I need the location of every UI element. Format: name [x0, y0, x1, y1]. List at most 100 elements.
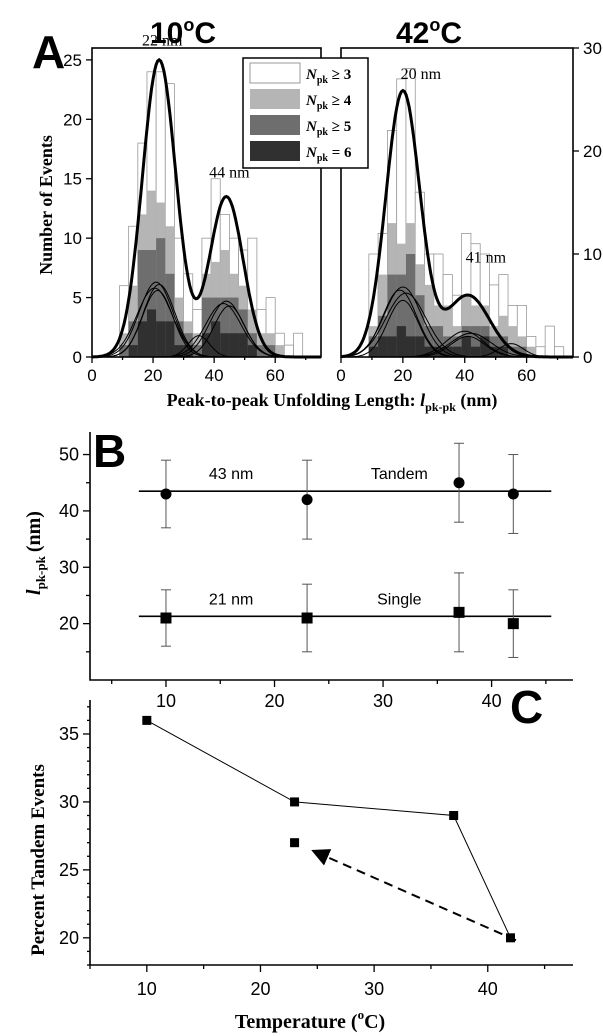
legend-label: Npk ≥ 3	[305, 67, 351, 86]
x-tick-label: 0	[336, 366, 345, 385]
y-tick-label: 25	[59, 860, 79, 880]
histogram-bar	[368, 346, 379, 357]
histogram-bar	[498, 346, 509, 357]
x-tick-label: 20	[265, 691, 285, 711]
peak-label: 41 nm	[466, 250, 507, 267]
panel-a-left-histogram: 22 nm 44 nm 0 20 40 60 0 5 10 15 20 25	[63, 33, 322, 385]
panel-a-left-title: 10oC	[150, 15, 216, 50]
panel-c-xlabel: Temperature (oC)	[235, 1007, 385, 1033]
histogram-bar	[405, 254, 416, 357]
legend-label: Npk ≥ 5	[305, 119, 351, 138]
y-tick-label: 5	[73, 289, 82, 308]
histogram-bar	[554, 346, 565, 358]
panel-b-axes	[89, 432, 573, 681]
fit-label: 21 nm	[209, 591, 253, 608]
data-point	[449, 811, 459, 821]
data-point	[160, 488, 172, 500]
histogram-bar	[396, 326, 406, 357]
panel-c-ylabel: Percent Tandem Events	[28, 764, 49, 956]
x-tick-label: 30	[373, 691, 393, 711]
y-tick-label: 0	[73, 348, 82, 367]
histogram-bar	[433, 326, 444, 357]
histogram-bar	[165, 321, 175, 357]
peak-label: 22 nm	[142, 33, 183, 50]
x-tick-label: 20	[250, 979, 270, 999]
peak-label: 20 nm	[401, 66, 442, 83]
histogram-bar	[470, 346, 481, 357]
y-tick-label: 10	[583, 245, 602, 264]
y-tick-label: 25	[63, 51, 82, 70]
y-tick-label: 40	[59, 501, 79, 521]
histogram-bar	[156, 321, 166, 357]
y-tick-label: 30	[59, 557, 79, 577]
x-tick-label: 20	[144, 366, 163, 385]
histogram-bar	[137, 321, 147, 357]
y-tick-label: 20	[59, 928, 79, 948]
histogram-bar	[415, 336, 425, 357]
legend-label: Npk ≥ 4	[305, 93, 352, 112]
plot-frame	[340, 47, 574, 358]
histogram-bar	[174, 345, 184, 357]
y-tick-label: 30	[583, 39, 602, 58]
histogram-bar	[229, 333, 239, 357]
data-point	[301, 612, 313, 624]
histogram-bar	[452, 346, 462, 357]
histogram-bar	[387, 336, 397, 357]
histogram-bar	[424, 346, 434, 357]
histogram-bar	[275, 345, 285, 357]
panel-b-letter: B	[93, 425, 126, 477]
histogram-bar	[128, 345, 138, 357]
histogram-bar	[201, 333, 212, 357]
histogram-bar	[174, 321, 184, 357]
histogram-bar	[461, 336, 471, 357]
histogram-bar	[146, 309, 157, 357]
panel-a-letter: A	[32, 26, 65, 78]
y-tick-label: 20	[59, 614, 79, 634]
y-tick-label: 15	[63, 170, 82, 189]
legend-swatch	[250, 141, 300, 161]
histogram-bar	[247, 345, 257, 357]
y-tick-label: 35	[59, 724, 79, 744]
histogram-bar	[396, 274, 406, 357]
histogram-bar	[156, 238, 166, 357]
legend-swatch	[250, 115, 300, 135]
histogram-bar	[165, 273, 175, 357]
histogram-bar	[238, 333, 248, 357]
heating-line	[146, 719, 511, 939]
panel-a-xlabel: Peak-to-peak Unfolding Length: lpk-pk (n…	[167, 390, 498, 414]
legend-label: Npk = 6	[305, 145, 352, 164]
x-tick-label: 30	[364, 979, 384, 999]
y-tick-label: 20	[63, 110, 82, 129]
x-tick-label: 60	[266, 366, 285, 385]
plot-frame	[91, 47, 322, 358]
data-point	[453, 477, 465, 489]
y-tick-label: 30	[59, 792, 79, 812]
data-point	[507, 618, 519, 630]
legend-swatch	[249, 62, 301, 84]
panel-a-right-histogram: 20 nm 41 nm 0 20 40 60 0 10 20 30	[336, 39, 602, 385]
histogram-bar	[220, 333, 230, 357]
histogram-bar	[480, 336, 490, 357]
data-point	[142, 715, 152, 725]
x-tick-label: 20	[393, 366, 412, 385]
histogram-bar	[229, 297, 239, 357]
x-tick-label: 0	[87, 366, 96, 385]
histogram-bar	[146, 250, 157, 357]
peak-label: 44 nm	[209, 165, 250, 182]
histogram-bar	[443, 346, 453, 357]
panel-a-legend: Npk ≥ 3 Npk ≥ 4 Npk ≥ 5 Npk = 6	[242, 57, 369, 169]
histogram-bar	[508, 346, 518, 357]
data-point	[453, 606, 465, 618]
data-point	[507, 488, 519, 500]
x-tick-label: 60	[517, 366, 536, 385]
histogram-bar	[508, 326, 518, 357]
x-tick-label: 40	[478, 979, 498, 999]
series-label-single: Single	[377, 591, 422, 608]
histogram-bar	[220, 297, 230, 357]
panel-c-letter: C	[510, 681, 543, 733]
legend-swatch	[250, 89, 300, 109]
fit-label: 43 nm	[209, 466, 253, 483]
panel-a-right-title: 42oC	[396, 15, 462, 50]
panel-c-axes	[89, 700, 573, 966]
